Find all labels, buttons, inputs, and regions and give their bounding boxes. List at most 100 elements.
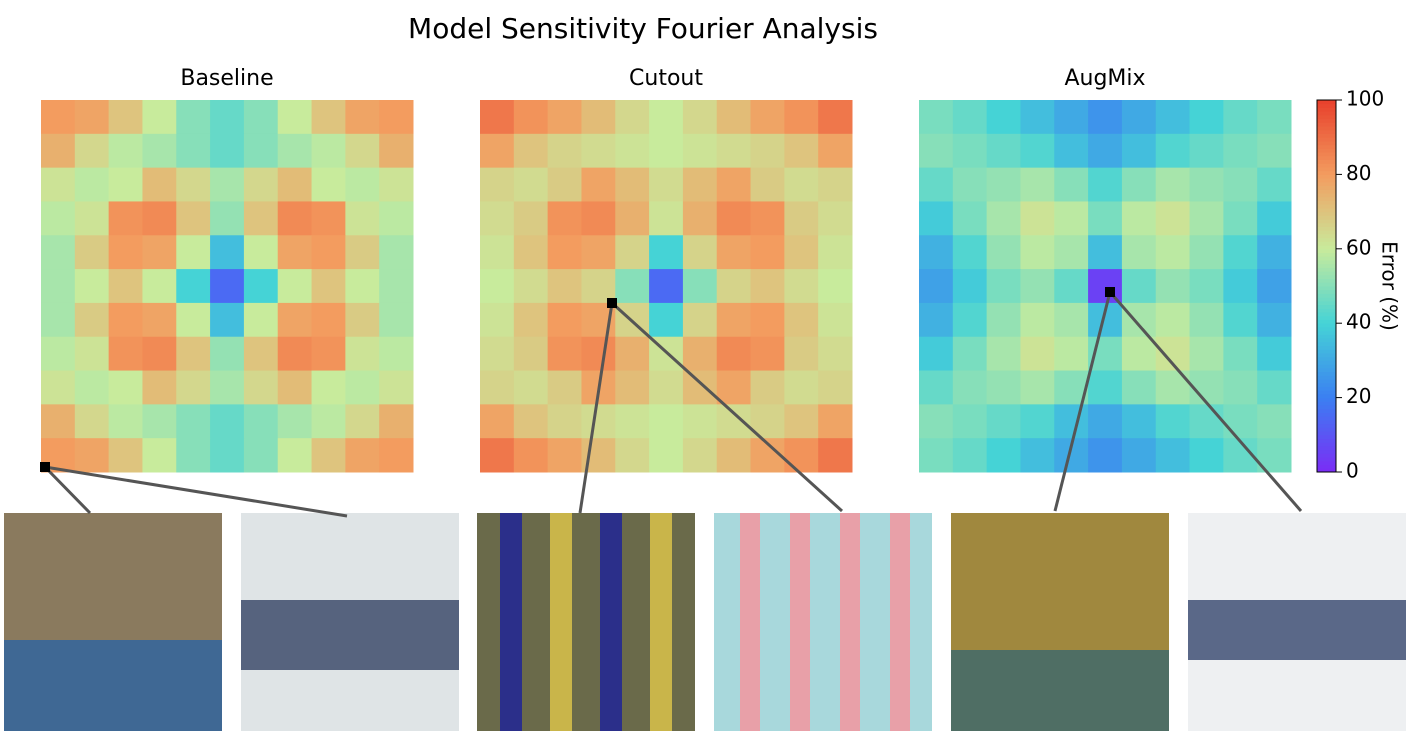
heatmap-cell bbox=[345, 133, 380, 169]
heatmap-cell bbox=[1020, 167, 1055, 202]
heatmap-cell bbox=[1054, 133, 1089, 169]
heatmap-cell bbox=[547, 167, 582, 202]
heatmap-cell bbox=[345, 235, 380, 270]
colorbar-segment bbox=[1317, 431, 1336, 436]
colorbar-segment bbox=[1317, 345, 1336, 350]
heatmap-cell bbox=[750, 100, 785, 135]
heatmap-cell bbox=[547, 438, 582, 473]
colorbar-segment bbox=[1317, 405, 1336, 410]
heatmap-cell bbox=[74, 100, 110, 135]
heatmap-cell bbox=[379, 133, 414, 169]
heatmap-cell bbox=[1054, 336, 1089, 372]
heatmap-cell bbox=[277, 100, 313, 135]
heatmap-cell bbox=[986, 336, 1021, 372]
colorbar-segment bbox=[1317, 297, 1336, 302]
heatmap-cell bbox=[986, 201, 1021, 236]
colorbar-segment bbox=[1317, 308, 1336, 313]
heatmap-cell bbox=[176, 336, 211, 372]
colorbar-segment bbox=[1317, 166, 1336, 172]
colorbar-segment bbox=[1317, 226, 1336, 231]
heatmap-cell bbox=[1054, 404, 1089, 439]
heatmap-cell bbox=[1223, 133, 1258, 169]
heatmap-cell bbox=[784, 302, 819, 338]
heatmap-cell bbox=[784, 370, 819, 405]
heatmap-cell bbox=[716, 167, 752, 202]
heatmap-cell bbox=[41, 302, 76, 338]
colorbar-segment bbox=[1317, 159, 1336, 164]
heatmap-cell bbox=[750, 336, 785, 372]
heatmap-cell bbox=[919, 269, 954, 304]
thumbnails bbox=[4, 513, 1406, 731]
heatmap-cell bbox=[1189, 302, 1224, 338]
heatmap-cell bbox=[142, 201, 177, 236]
colorbar-segment bbox=[1317, 230, 1336, 235]
colorbar-segment bbox=[1317, 419, 1336, 425]
heatmap-cell bbox=[784, 133, 819, 169]
heatmap-cell bbox=[1189, 133, 1224, 169]
heatmap-cell bbox=[74, 302, 110, 338]
heatmap-cell bbox=[513, 438, 549, 473]
colorbar-tick-label: 0 bbox=[1346, 459, 1359, 483]
colorbar-segment bbox=[1317, 278, 1336, 283]
heatmap-cell bbox=[986, 269, 1021, 304]
heatmap-cell bbox=[142, 269, 177, 304]
heatmap-cell bbox=[277, 201, 313, 236]
heatmap-cell bbox=[210, 302, 245, 338]
heatmap-cell bbox=[1155, 201, 1191, 236]
heatmap-cell bbox=[277, 336, 313, 372]
colorbar-segment bbox=[1317, 152, 1336, 157]
heatmap-cell bbox=[345, 438, 380, 473]
colorbar-segment bbox=[1317, 215, 1336, 220]
heatmap-cell bbox=[716, 404, 752, 439]
heatmap-cell bbox=[480, 404, 515, 439]
heatmap-cell bbox=[108, 100, 143, 135]
heatmap-cell bbox=[547, 302, 582, 338]
colorbar-segment bbox=[1317, 416, 1336, 421]
heatmap-cell bbox=[716, 269, 752, 304]
colorbar-segment bbox=[1317, 185, 1336, 190]
heatmap-cell bbox=[41, 370, 76, 405]
colorbar-segment bbox=[1317, 356, 1336, 361]
colorbar-segment bbox=[1317, 170, 1336, 175]
heatmap-cell bbox=[176, 370, 211, 405]
heatmap-cell bbox=[1121, 269, 1157, 304]
heatmap-cell bbox=[716, 235, 752, 270]
heatmap-cell bbox=[41, 404, 76, 439]
thumbnail-stripe bbox=[890, 513, 910, 731]
heatmap-cell bbox=[210, 269, 245, 304]
colorbar-segment bbox=[1317, 114, 1336, 120]
heatmap-cell bbox=[176, 133, 211, 169]
heatmap-cell bbox=[210, 133, 245, 169]
heatmap-cell bbox=[1155, 404, 1191, 439]
heatmap-cell bbox=[750, 235, 785, 270]
colorbar-segment bbox=[1317, 408, 1336, 413]
heatmap-cell bbox=[480, 235, 515, 270]
heatmap-cell bbox=[513, 370, 549, 405]
colorbar-segment bbox=[1317, 126, 1336, 131]
heatmap-cell bbox=[818, 235, 853, 270]
heatmap-cell bbox=[615, 201, 650, 236]
heatmap-cell bbox=[818, 404, 853, 439]
heatmap-cell bbox=[952, 235, 988, 270]
heatmap-cell bbox=[1054, 100, 1089, 135]
heatmap-cell bbox=[818, 438, 853, 473]
connector bbox=[43, 465, 92, 515]
thumbnail-stripe bbox=[550, 513, 572, 731]
colorbar-segment bbox=[1317, 222, 1336, 227]
colorbar-segment bbox=[1317, 434, 1336, 440]
heatmap-cell bbox=[345, 336, 380, 372]
heatmap-cell bbox=[142, 302, 177, 338]
heatmap-cell bbox=[1223, 302, 1258, 338]
heatmap-cell bbox=[176, 302, 211, 338]
heatmap-cell bbox=[513, 235, 549, 270]
colorbar-label: Error (%) bbox=[1378, 241, 1402, 331]
heatmap-cell bbox=[716, 201, 752, 236]
colorbar-segment bbox=[1317, 118, 1336, 123]
heatmap-cell bbox=[919, 235, 954, 270]
colorbar-segment bbox=[1317, 367, 1336, 373]
heatmap-cell bbox=[581, 336, 616, 372]
heatmap-cell bbox=[142, 404, 177, 439]
colorbar-segment bbox=[1317, 453, 1336, 458]
heatmap-cell bbox=[1155, 133, 1191, 169]
heatmap-cell bbox=[1088, 438, 1123, 473]
